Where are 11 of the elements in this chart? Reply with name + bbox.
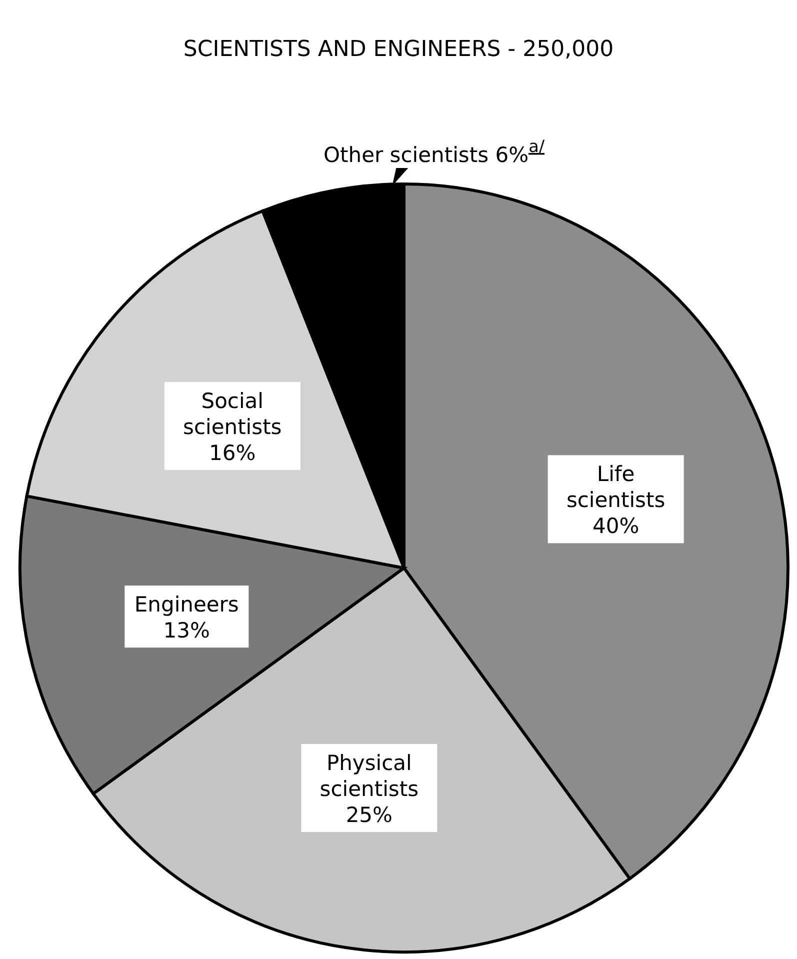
slice-label: Life scientists	[566, 462, 666, 512]
slice-label: Other scientists	[324, 143, 496, 167]
slice-label: Engineers	[134, 592, 239, 617]
data-label: 40%	[592, 514, 640, 538]
slice-label: Social scientists	[183, 389, 282, 440]
data-label: 25%	[346, 802, 393, 827]
data-label: 13%	[163, 618, 210, 643]
chart-title: SCIENTISTS AND ENGINEERS - 250,000	[183, 37, 614, 62]
data-label: 16%	[209, 441, 256, 466]
data-label: 6%$^{a/}$	[495, 136, 545, 167]
slice-label: Physical scientists	[320, 750, 419, 801]
